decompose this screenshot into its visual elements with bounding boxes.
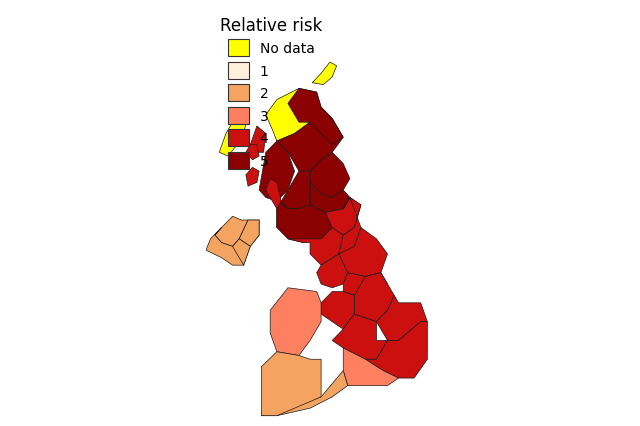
Legend: No data, 1, 2, 3, 4, 5: No data, 1, 2, 3, 4, 5 xyxy=(213,10,329,176)
